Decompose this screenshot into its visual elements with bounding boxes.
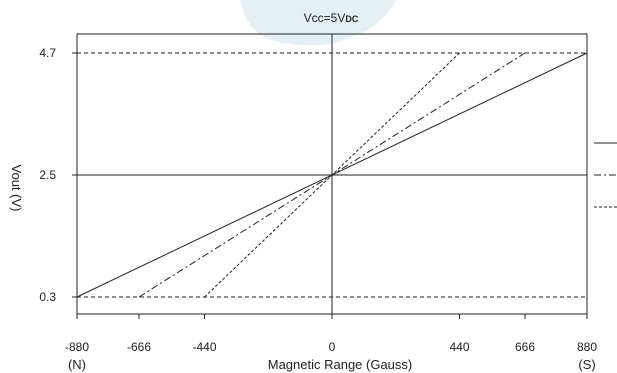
x-tick-label-3: -440 — [192, 340, 216, 354]
x-tick-label-1: -880 — [65, 340, 89, 354]
tick-marks — [72, 52, 588, 319]
pole-label-north: (N) — [68, 357, 86, 372]
reference-lines — [77, 34, 587, 314]
y-tick-label-1: 0.3 — [39, 290, 56, 304]
supply-condition-label: Vcc=5VDC — [304, 11, 359, 25]
series-lines — [76, 52, 588, 298]
pole-label-south: (S) — [578, 357, 595, 372]
x-tick-label-4: 0 — [329, 340, 336, 354]
x-tick-label-5: 440 — [449, 340, 469, 354]
x-tick-label-6: 666 — [515, 340, 535, 354]
x-axis-label: Magnetic Range (Gauss) — [268, 357, 413, 372]
supply-condition-main: Vcc=5V — [304, 11, 346, 25]
x-tick-labels: -880 -666 -440 0 440 666 880 — [65, 340, 597, 354]
y-tick-label-2: 2.5 — [39, 168, 56, 182]
supply-condition-sub: DC — [345, 14, 358, 24]
y-tick-labels: 0.3 2.5 4.7 — [39, 46, 56, 304]
x-tick-label-7: 880 — [577, 340, 597, 354]
series-line-3 — [204, 52, 460, 298]
y-tick-label-3: 4.7 — [39, 46, 56, 60]
y-axis-label: Vout (V) — [9, 165, 24, 212]
x-tick-label-2: -666 — [127, 340, 151, 354]
legend — [594, 142, 617, 208]
